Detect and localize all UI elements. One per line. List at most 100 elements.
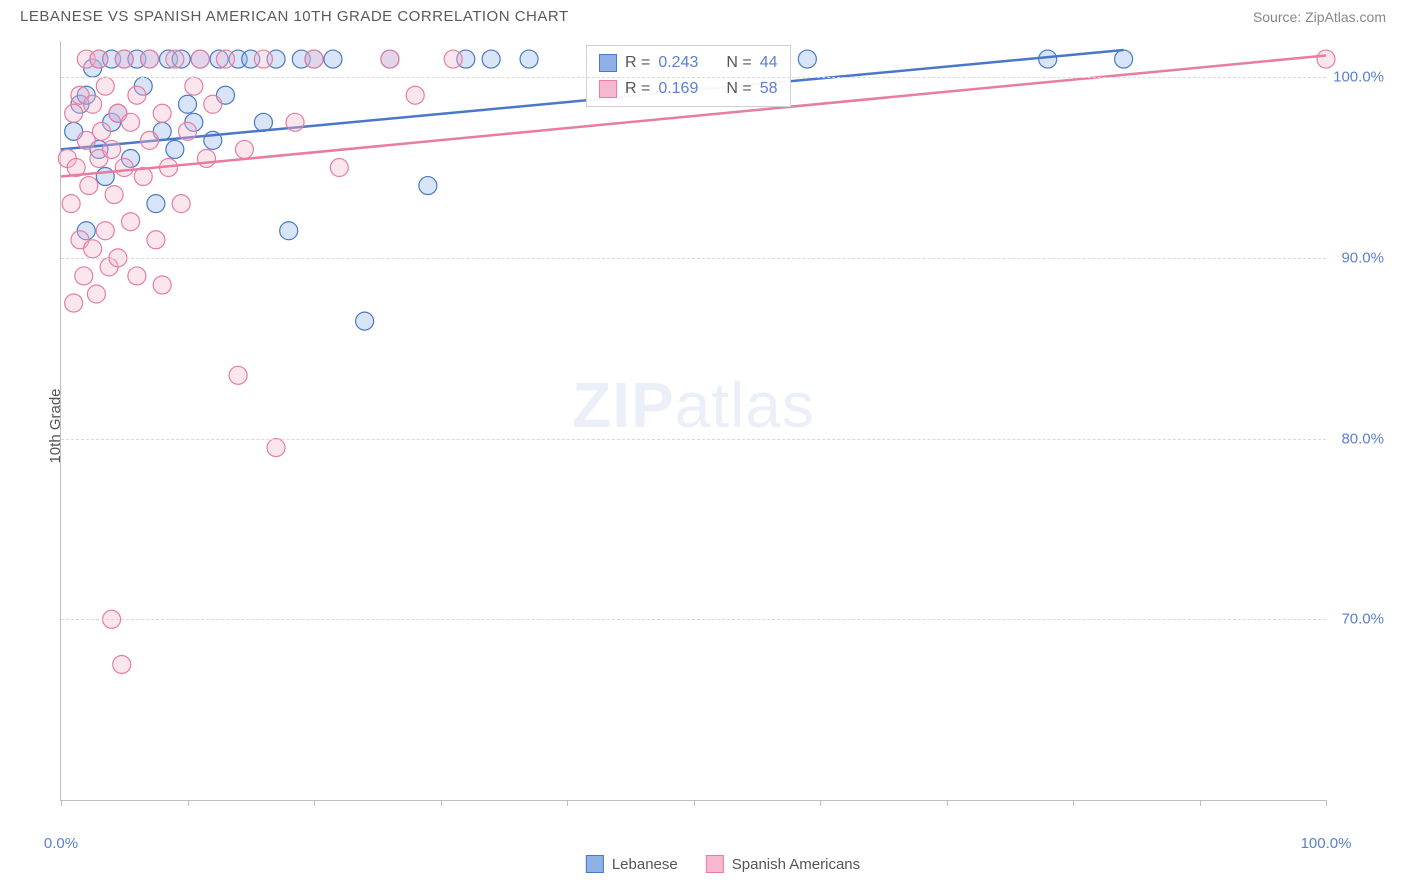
x-tick xyxy=(820,800,821,806)
scatter-point xyxy=(141,50,159,68)
scatter-point xyxy=(444,50,462,68)
scatter-point xyxy=(128,267,146,285)
scatter-point xyxy=(80,177,98,195)
scatter-point xyxy=(87,285,105,303)
gridline xyxy=(61,77,1326,78)
scatter-point xyxy=(128,86,146,104)
legend-label-spanish: Spanish Americans xyxy=(732,856,860,873)
scatter-point xyxy=(153,104,171,122)
swatch-lebanese xyxy=(599,54,617,72)
x-tick xyxy=(947,800,948,806)
y-tick-label: 100.0% xyxy=(1333,69,1384,86)
scatter-point xyxy=(356,312,374,330)
x-tick xyxy=(314,800,315,806)
scatter-point xyxy=(172,195,190,213)
y-tick-label: 70.0% xyxy=(1341,611,1384,628)
scatter-point xyxy=(330,159,348,177)
swatch-lebanese xyxy=(586,855,604,873)
legend-item-spanish: Spanish Americans xyxy=(706,855,860,873)
scatter-point xyxy=(1317,50,1335,68)
scatter-point xyxy=(216,50,234,68)
scatter-point xyxy=(324,50,342,68)
n-value-lebanese: 44 xyxy=(760,50,778,76)
scatter-point xyxy=(75,267,93,285)
scatter-point xyxy=(235,140,253,158)
scatter-point xyxy=(141,131,159,149)
scatter-point xyxy=(65,294,83,312)
r-label: R = xyxy=(625,50,650,76)
r-value-spanish: 0.169 xyxy=(658,76,698,102)
x-tick xyxy=(1200,800,1201,806)
x-tick xyxy=(188,800,189,806)
stats-row-lebanese: R = 0.243 N = 44 xyxy=(599,50,778,76)
scatter-point xyxy=(84,240,102,258)
scatter-point xyxy=(113,655,131,673)
scatter-point xyxy=(147,195,165,213)
y-tick-label: 80.0% xyxy=(1341,430,1384,447)
scatter-point xyxy=(520,50,538,68)
scatter-point xyxy=(115,159,133,177)
scatter-point xyxy=(185,77,203,95)
scatter-point xyxy=(65,104,83,122)
scatter-point xyxy=(798,50,816,68)
x-tick xyxy=(61,800,62,806)
scatter-point xyxy=(381,50,399,68)
x-tick xyxy=(1326,800,1327,806)
n-value-spanish: 58 xyxy=(760,76,778,102)
scatter-point xyxy=(115,50,133,68)
scatter-point xyxy=(96,222,114,240)
n-label: N = xyxy=(726,76,751,102)
scatter-point xyxy=(179,122,197,140)
header: LEBANESE VS SPANISH AMERICAN 10TH GRADE … xyxy=(0,0,1406,31)
plot-area: ZIPatlas R = 0.243 N = 44 R = 0.169 N = … xyxy=(60,41,1326,801)
legend-item-lebanese: Lebanese xyxy=(586,855,678,873)
gridline xyxy=(61,258,1326,259)
scatter-point xyxy=(254,113,272,131)
swatch-spanish xyxy=(599,80,617,98)
scatter-point xyxy=(179,95,197,113)
r-label: R = xyxy=(625,76,650,102)
scatter-point xyxy=(406,86,424,104)
r-value-lebanese: 0.243 xyxy=(658,50,698,76)
chart-container: 10th Grade ZIPatlas R = 0.243 N = 44 R =… xyxy=(60,31,1386,821)
bottom-legend: Lebanese Spanish Americans xyxy=(586,855,860,873)
scatter-point xyxy=(254,50,272,68)
stats-box: R = 0.243 N = 44 R = 0.169 N = 58 xyxy=(586,45,791,107)
x-tick xyxy=(567,800,568,806)
source-label: Source: ZipAtlas.com xyxy=(1253,9,1386,25)
scatter-point xyxy=(197,149,215,167)
swatch-spanish xyxy=(706,855,724,873)
scatter-point xyxy=(96,168,114,186)
scatter-point xyxy=(153,276,171,294)
scatter-point xyxy=(122,213,140,231)
scatter-point xyxy=(305,50,323,68)
stats-row-spanish: R = 0.169 N = 58 xyxy=(599,76,778,102)
scatter-point xyxy=(482,50,500,68)
chart-title: LEBANESE VS SPANISH AMERICAN 10TH GRADE … xyxy=(20,8,569,25)
scatter-point xyxy=(103,140,121,158)
scatter-point xyxy=(267,439,285,457)
scatter-point xyxy=(1039,50,1057,68)
scatter-point xyxy=(92,122,110,140)
scatter-plot-svg xyxy=(61,41,1326,800)
scatter-point xyxy=(166,140,184,158)
x-tick-label: 100.0% xyxy=(1301,835,1352,852)
x-tick xyxy=(694,800,695,806)
legend-label-lebanese: Lebanese xyxy=(612,856,678,873)
scatter-point xyxy=(147,231,165,249)
scatter-point xyxy=(286,113,304,131)
scatter-point xyxy=(204,95,222,113)
scatter-point xyxy=(62,195,80,213)
scatter-point xyxy=(84,95,102,113)
scatter-point xyxy=(90,50,108,68)
scatter-point xyxy=(105,186,123,204)
scatter-point xyxy=(166,50,184,68)
scatter-point xyxy=(280,222,298,240)
gridline xyxy=(61,439,1326,440)
scatter-point xyxy=(229,366,247,384)
x-tick xyxy=(441,800,442,806)
scatter-point xyxy=(122,113,140,131)
scatter-point xyxy=(419,177,437,195)
scatter-point xyxy=(191,50,209,68)
x-tick xyxy=(1073,800,1074,806)
